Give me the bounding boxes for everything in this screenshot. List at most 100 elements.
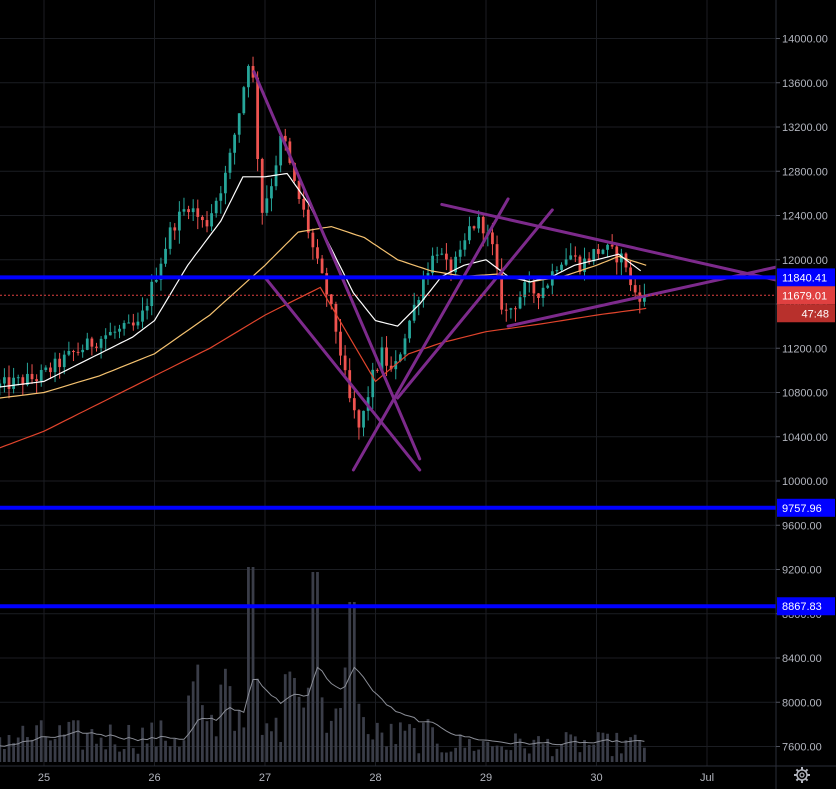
candle-body [518,297,522,309]
candle-body [357,410,361,428]
candle-body [131,322,135,326]
volume-bar [343,667,347,762]
candle-body [274,165,278,187]
volume-bar [39,720,43,762]
candle-body [537,293,540,298]
volume-bar [85,733,89,762]
candle-body [445,253,448,260]
y-tick-label: 7600.00 [782,742,822,754]
candle-body [108,331,112,336]
candle-body [325,273,329,295]
y-tick-label: 10000.00 [782,476,828,488]
candle-body [596,249,600,254]
time-axis: 25 26 27 28 29 30 Jul [38,772,714,784]
volume-bar [136,753,140,762]
candle-body [541,287,545,298]
candle-body [385,347,388,366]
y-tick-label: 8400.00 [782,653,822,665]
candle-body [412,304,416,321]
volume-bar [81,749,85,762]
candle-body [0,383,2,387]
volume-bar [375,722,379,762]
volume-bar [550,756,554,762]
candle-body [214,200,218,214]
level-tag-label: 11840.41 [782,272,827,284]
volume-bar [95,743,98,762]
volume-bar [26,737,29,762]
price-axis: 7600.008000.008400.008800.009200.009600.… [776,34,828,754]
volume-bar [251,567,255,762]
candle-body [417,300,421,305]
volume-bar [214,736,218,762]
candle-body [26,373,29,385]
volume-bar [288,671,292,762]
volume-bar [573,736,577,762]
candle-body [247,66,250,88]
volume-ma-line [0,666,645,747]
volume-bar [76,720,80,762]
horizontal-levels[interactable] [0,275,776,609]
volume-bar [62,734,66,762]
candle-body [500,268,504,310]
candle-body [449,259,453,273]
candle-body [624,253,628,268]
trend-lines[interactable] [252,70,786,472]
y-tick-label: 13200.00 [782,122,828,134]
candle-body [610,244,614,247]
candle-body [477,216,481,229]
candle-body [435,254,439,256]
volume-bar [601,732,605,762]
candle-body [398,354,402,362]
candle-body [606,244,609,250]
volume-bar [389,723,393,762]
gear-icon[interactable] [794,767,810,783]
volume-bar [514,733,517,762]
candle-body [49,367,52,373]
candle-body [62,354,66,368]
candle-body [422,279,425,301]
volume-bar [297,696,301,762]
volume-bar [380,732,384,762]
candle-body [72,350,75,352]
volume-bar [260,734,264,762]
volume-bar [118,751,121,762]
volume-bar [168,746,172,762]
y-tick-label: 8000.00 [782,697,822,709]
candle-body [81,349,85,353]
volume-bar [500,746,504,762]
candle-body [164,248,167,264]
candle-body [463,240,467,250]
volume-bar [210,714,213,762]
candle-body [491,232,494,245]
trend-line [440,202,786,284]
candle-body [458,249,462,257]
x-tick-label: 27 [259,772,271,784]
candle-body [509,308,513,310]
volume-bar [127,724,131,762]
volume-bar [219,684,223,762]
volume-bar [283,674,287,762]
volume-bar [638,740,642,762]
volume-bar [21,725,25,762]
volume-bar [417,753,421,762]
y-tick-label: 11200.00 [782,343,827,355]
volume-bar [44,736,48,762]
candle-body [168,227,172,249]
candle-body [320,258,324,274]
candle-body [113,331,117,333]
price-axis-background[interactable] [776,0,836,766]
candle-body [329,294,333,305]
volume-bar [445,752,448,762]
candle-body [44,367,48,370]
volume-bar [302,707,306,762]
candle-body [633,285,637,293]
volume-bar [472,750,476,762]
volume-bar [270,731,273,762]
candle-body [270,186,273,199]
current-price-tag [777,286,835,305]
candle-body [440,253,444,255]
volume-bar [348,602,352,762]
volume-bar [274,717,278,762]
